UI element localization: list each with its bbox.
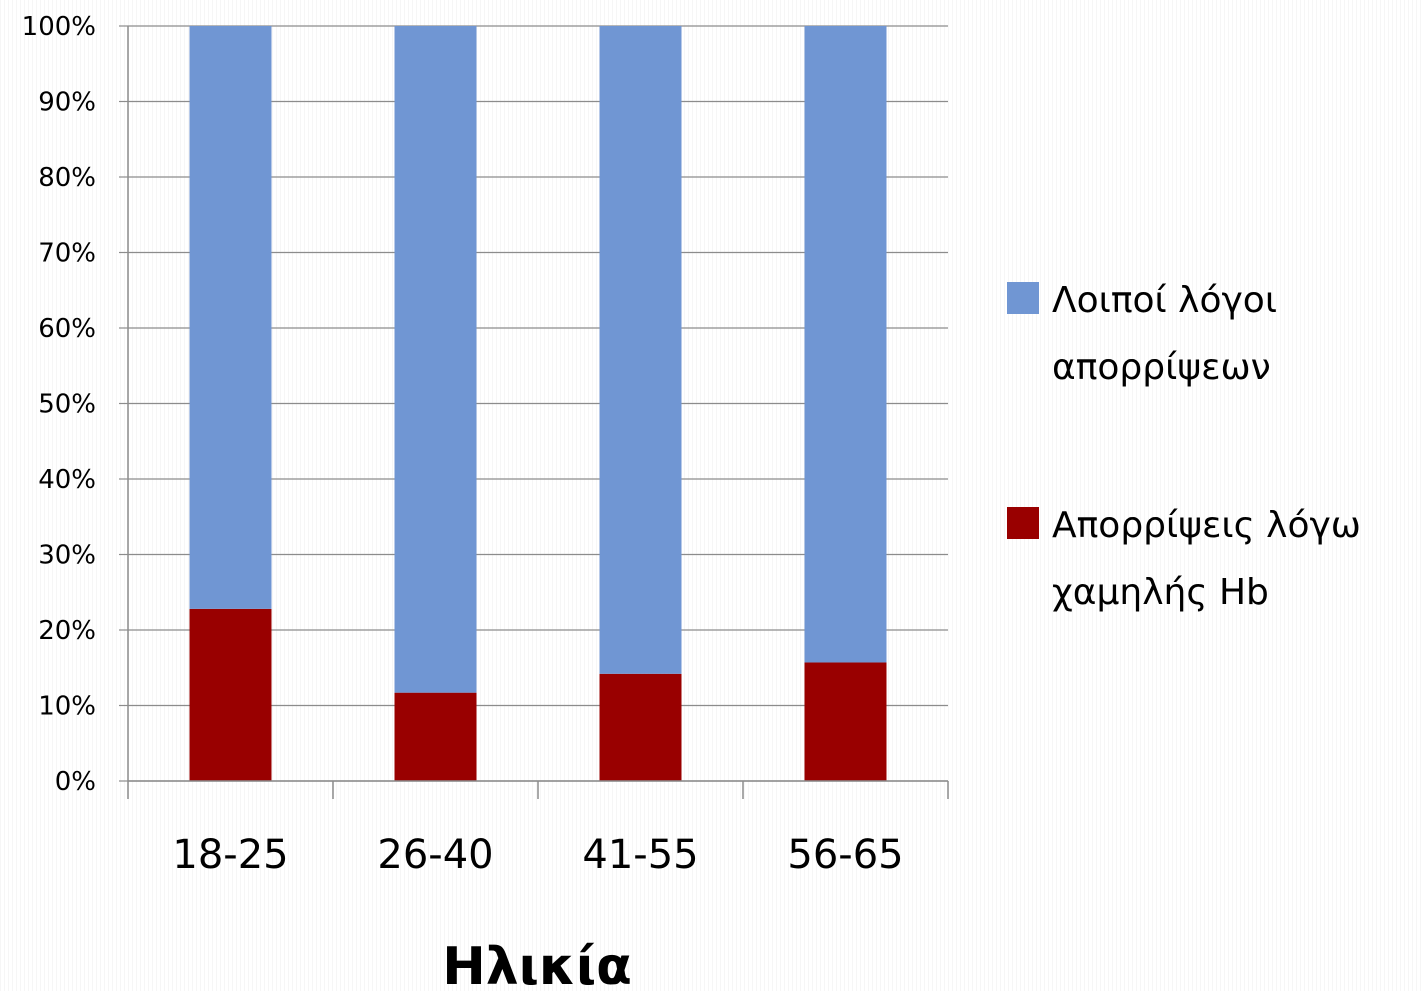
x-axis-labels: 18-25 26-40 41-55 56-65 <box>172 832 903 878</box>
y-tick-label: 20% <box>38 616 96 646</box>
y-tick-label: 100% <box>22 12 96 42</box>
x-axis-title: Ηλικία <box>442 937 632 991</box>
bar-segment-other-reasons <box>189 26 272 609</box>
legend-label: Λοιποί λόγοι <box>1052 280 1277 321</box>
y-tick-label: 30% <box>38 541 96 571</box>
legend-label: απορρίψεων <box>1052 347 1271 388</box>
y-tick-label: 10% <box>38 692 96 722</box>
x-tick-label: 26-40 <box>377 832 493 878</box>
y-tick-label: 40% <box>38 465 96 495</box>
legend-swatch <box>1007 507 1039 539</box>
bar-segment-low-hb <box>599 673 682 781</box>
bars <box>189 26 887 781</box>
legend-swatch <box>1007 282 1039 314</box>
x-tick-label: 18-25 <box>172 832 288 878</box>
y-tick-label: 70% <box>38 239 96 269</box>
y-tick-label: 90% <box>38 88 96 118</box>
y-tick-label: 0% <box>55 767 96 797</box>
y-tick-label: 50% <box>38 390 96 420</box>
legend-label: Απορρίψεις λόγω <box>1052 505 1361 546</box>
y-axis-ticks: 0% 10% 20% 30% 40% 50% 60% 70% 80% 90% 100% <box>22 12 128 797</box>
bar-segment-other-reasons <box>599 26 682 674</box>
legend-label: χαμηλής Hb <box>1052 572 1269 613</box>
y-tick-label: 60% <box>38 314 96 344</box>
y-tick-label: 80% <box>38 163 96 193</box>
bar-segment-low-hb <box>189 608 272 781</box>
bar-segment-low-hb <box>394 692 477 781</box>
bar-segment-other-reasons <box>394 26 477 693</box>
legend: Λοιποί λόγοι απορρίψεων Απορρίψεις λόγω χαμ… <box>1007 280 1361 613</box>
x-tick-label: 41-55 <box>582 832 698 878</box>
axes <box>127 26 949 799</box>
bar-segment-other-reasons <box>804 26 887 663</box>
x-tick-label: 56-65 <box>787 832 903 878</box>
bar-segment-low-hb <box>804 662 887 781</box>
